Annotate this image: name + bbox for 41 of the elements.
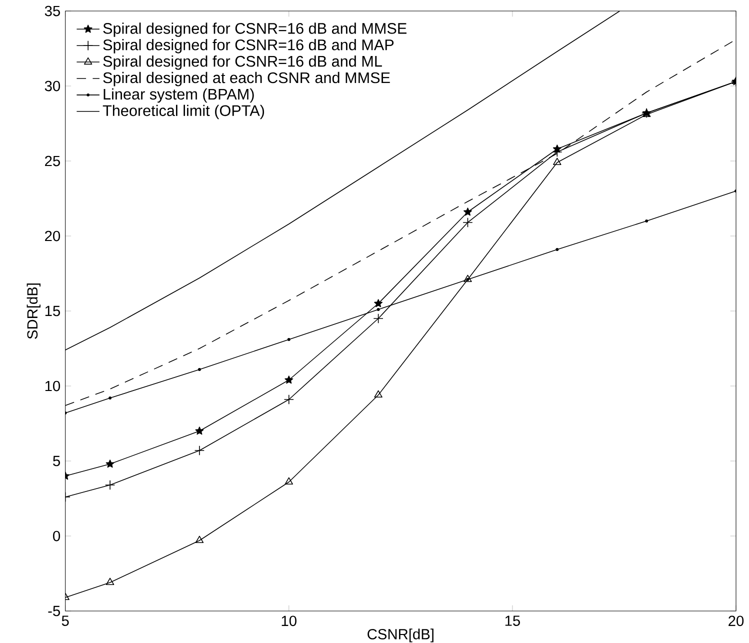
point [374,299,383,308]
point [108,396,112,400]
legend-label: Spiral designed for CSNR=16 dB and MMSE [103,22,406,37]
point [284,394,294,405]
legend-label: Spiral designed for CSNR=16 dB and MAP [103,39,394,54]
point [556,248,559,251]
x-axis-title: CSNR[dB] [368,628,434,642]
x-tick-label: 20 [728,616,744,626]
y-tick-label: 30 [44,80,60,92]
point [195,426,204,435]
point [376,308,380,311]
point [284,477,293,485]
point [106,578,114,586]
legend-label: Theoretical limit (OPTA) [102,104,264,120]
x-tick-label: 5 [62,616,69,626]
legend-label: Spiral designed for CSNR=16 dB and ML [103,55,382,70]
point [106,460,114,468]
point [104,480,116,490]
point [198,368,201,371]
point [195,536,204,544]
x-tick-label: 10 [282,616,296,626]
point [284,376,294,384]
point [373,313,384,324]
legend-label: Linear system (BPAM) [104,88,254,103]
point [462,217,473,228]
y-tick-label: 20 [45,230,60,242]
y-tick-label: 5 [53,456,60,466]
point [645,220,648,222]
y-tick-label: 10 [45,380,60,392]
point [464,208,472,216]
y-tick-label: 25 [45,156,60,166]
point [374,390,382,398]
y-axis-title: SDR[dB] [26,284,40,339]
point [194,445,205,456]
y-tick-label: -5 [48,606,60,616]
y-tick-label: 0 [53,530,60,542]
legend-label: Spiral designed at each CSNR and MMSE [103,72,390,86]
point [287,338,290,341]
y-tick-label: 15 [45,306,60,316]
y-tick-label: 35 [44,6,60,16]
x-tick-label: 15 [505,616,520,626]
